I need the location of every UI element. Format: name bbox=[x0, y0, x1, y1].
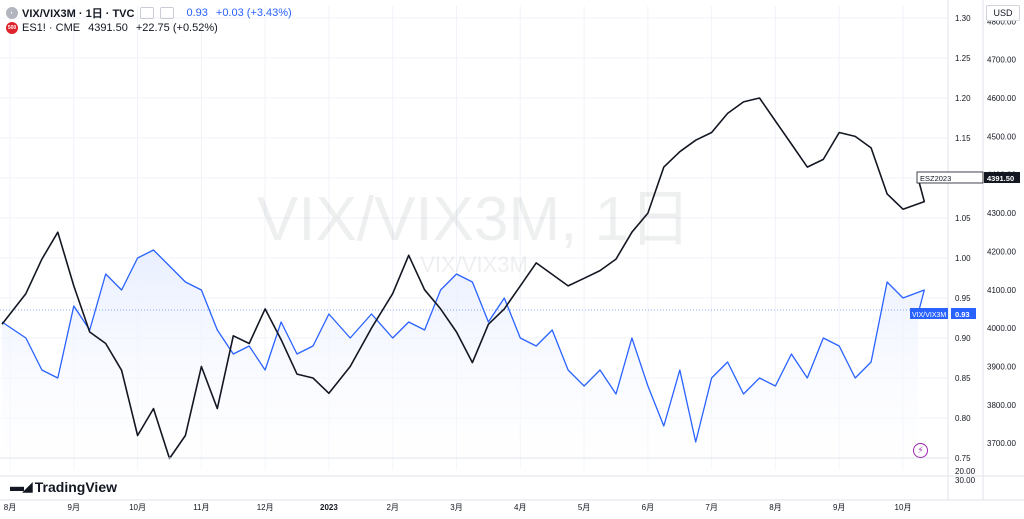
ratio-scale-tick: 0.90 bbox=[955, 334, 971, 343]
time-axis-tick: 8月 bbox=[4, 503, 16, 512]
futures-scale-tick: 4300.00 bbox=[987, 209, 1016, 218]
ratio-scale-tick: 0.75 bbox=[955, 454, 971, 463]
time-axis-tick: 9月 bbox=[833, 503, 845, 512]
legend-main-symbol[interactable]: VIX/VIX3M · 1日 · TVC bbox=[22, 8, 135, 20]
legend-settings-toggle[interactable] bbox=[160, 7, 175, 19]
time-axis-tick: 6月 bbox=[642, 503, 654, 512]
futures-scale-tick: 4200.00 bbox=[987, 247, 1016, 256]
ratio-area-fill bbox=[2, 250, 925, 470]
ratio-scale-tick: 1.25 bbox=[955, 54, 971, 63]
currency-button[interactable]: USD bbox=[986, 5, 1020, 21]
ratio-scale-tick: 0.95 bbox=[955, 294, 971, 303]
ratio-scale-tick: 1.05 bbox=[955, 214, 971, 223]
ratio-scale-tick: 1.20 bbox=[955, 94, 971, 103]
futures-name-label-box bbox=[916, 171, 984, 184]
futures-scale-tick: 4800.00 bbox=[987, 17, 1016, 26]
ratio-name-label-box bbox=[910, 308, 948, 319]
volume-scale-tick: 30.00 bbox=[955, 476, 976, 485]
futures-scale-tick: 3800.00 bbox=[987, 401, 1016, 410]
time-axis-tick: 9月 bbox=[68, 503, 80, 512]
symbol-logo-icon: ◐ bbox=[6, 7, 18, 19]
futures-scale-tick: 3900.00 bbox=[987, 362, 1016, 371]
ratio-scale-tick: 1.00 bbox=[955, 254, 971, 263]
legend-main-value: 0.93 bbox=[186, 7, 208, 19]
legend-compare[interactable]: 500 ES1! · CME 4391.50 +22.75 (+0.52%) bbox=[6, 22, 218, 34]
legend-visibility-toggle[interactable] bbox=[140, 7, 155, 19]
sp500-badge-icon: 500 bbox=[6, 22, 18, 34]
lightning-icon[interactable]: ⚡ bbox=[913, 443, 928, 458]
futures-name-label: ESZ2023 bbox=[920, 174, 951, 183]
legend-compare-symbol[interactable]: ES1! · CME bbox=[22, 22, 81, 34]
ratio-scale-tick: 1.15 bbox=[955, 134, 971, 143]
time-axis-tick: 8月 bbox=[769, 503, 781, 512]
ratio-scale-tick: 0.80 bbox=[955, 414, 971, 423]
ratio-name-label: VIX/VIX3M bbox=[912, 312, 946, 319]
futures-last-price: 4391.50 bbox=[987, 174, 1014, 183]
ratio-last-price-box bbox=[951, 308, 976, 319]
time-axis-tick: 10月 bbox=[895, 503, 912, 512]
legend-main-change: +0.03 (+3.43%) bbox=[215, 7, 292, 19]
series-line-ratio bbox=[1, 249, 925, 443]
legend-compare-change: +22.75 (+0.52%) bbox=[135, 22, 218, 34]
futures-scale-tick: 4600.00 bbox=[987, 94, 1016, 103]
series-line-futures bbox=[1, 97, 926, 460]
ratio-scale-tick: 1.30 bbox=[955, 14, 971, 23]
futures-scale-tick: 4500.00 bbox=[987, 132, 1016, 141]
time-axis-tick: 12月 bbox=[257, 503, 274, 512]
time-axis-tick: 5月 bbox=[578, 503, 590, 512]
watermark-secondary: VIX/VIX3M bbox=[420, 252, 528, 277]
futures-scale-tick: 3700.00 bbox=[987, 439, 1016, 448]
tradingview-logo[interactable]: ▬◢ TradingView bbox=[10, 478, 117, 495]
futures-last-price-box bbox=[984, 171, 1020, 183]
futures-scale-tick: 4100.00 bbox=[987, 286, 1016, 295]
ratio-last-price: 0.93 bbox=[955, 310, 970, 319]
watermark-primary-text: VIX/VIX3M, 1日 bbox=[256, 185, 692, 254]
time-axis-tick: 4月 bbox=[514, 503, 526, 512]
legend-main[interactable]: ◐ VIX/VIX3M · 1日 · TVC 0.93 +0.03 (+3.43… bbox=[6, 5, 292, 21]
time-axis-tick: 2月 bbox=[386, 503, 398, 512]
time-axis-tick: 7月 bbox=[705, 503, 717, 512]
tradingview-mark-icon: ▬◢ bbox=[10, 478, 33, 494]
futures-scale-tick: 4700.00 bbox=[987, 56, 1016, 65]
legend-compare-value: 4391.50 bbox=[88, 22, 128, 34]
time-axis-tick: 11月 bbox=[193, 503, 209, 512]
ratio-scale-tick: 0.85 bbox=[955, 374, 971, 383]
time-axis-tick: 3月 bbox=[450, 503, 462, 512]
volume-scale-tick: 20.00 bbox=[955, 467, 976, 476]
tradingview-brand: TradingView bbox=[34, 478, 117, 495]
time-axis-tick: 10月 bbox=[129, 503, 146, 512]
futures-scale-tick: 4000.00 bbox=[987, 324, 1016, 333]
time-axis-tick: 2023 bbox=[320, 503, 338, 512]
